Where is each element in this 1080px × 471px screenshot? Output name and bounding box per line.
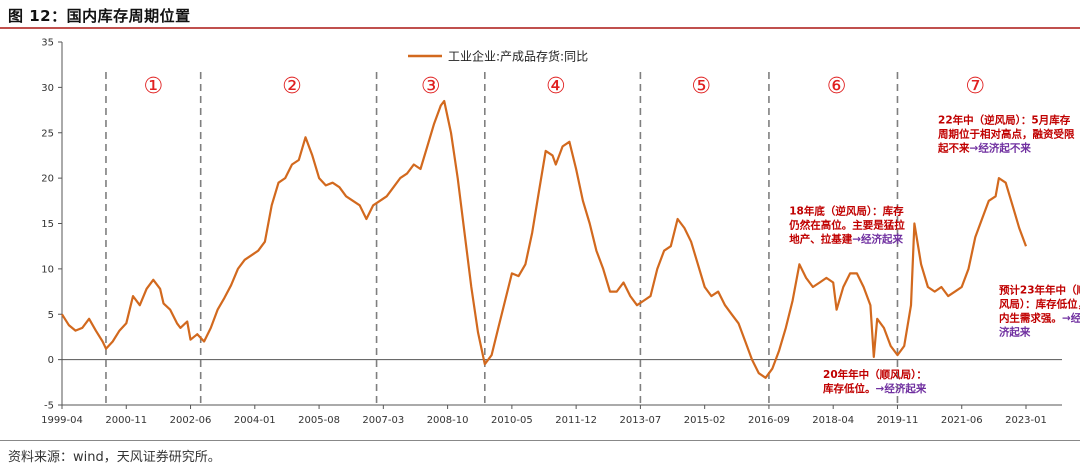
y-tick-label: 25 (41, 128, 54, 139)
annotation-segment: 库存低位。 (823, 382, 876, 395)
x-tick-label: 2008-10 (427, 415, 469, 426)
x-tick-label: 2015-02 (684, 415, 726, 426)
y-tick-label: 15 (41, 219, 54, 230)
y-tick-label: 10 (41, 264, 54, 275)
x-tick-label: 2000-11 (105, 415, 147, 426)
annotation-segment: 22年中（逆风局）：5月库存 (938, 114, 1071, 127)
x-tick-label: 1999-04 (41, 415, 83, 426)
x-tick-label: 2013-07 (620, 415, 662, 426)
inventory-cycle-chart: -5 0 5 10 15 20 25 30 35 1999-04 2000-11 2002-06 200… (41, 38, 1080, 427)
x-tick-label: 2016-09 (748, 415, 790, 426)
x-tick-label: 2019-11 (877, 415, 919, 426)
annotation: 20年年中（顺风局）：库存低位。→经济起来 (823, 368, 927, 395)
annotation-segment: 济起来 (999, 325, 1031, 338)
annotation-segment: →经济起来 (852, 232, 903, 245)
x-tick-label: 2018-04 (812, 415, 854, 426)
x-tick-label: 2004-01 (234, 415, 276, 426)
phase-label: ⑥ (827, 74, 847, 99)
phase-label: ④ (546, 74, 566, 99)
x-tick-label: 2005-08 (298, 415, 340, 426)
y-tick-label: 35 (41, 38, 54, 49)
annotation-segment: →经 (1062, 311, 1080, 324)
x-tick-label: 2011-12 (555, 415, 597, 426)
y-tick-label: 30 (41, 83, 54, 94)
title-rule (0, 27, 1080, 29)
annotation: 22年中（逆风局）：5月库存周期位于相对高点，融资受限起不来→经济起不来 (937, 114, 1075, 155)
phase-label: ⑦ (965, 74, 985, 99)
x-tick-label: 2021-06 (941, 415, 983, 426)
phase-label: ② (282, 74, 302, 99)
phase-label: ① (143, 74, 163, 99)
legend-label: 工业企业:产成品存货:同比 (448, 49, 588, 64)
series-line (61, 99, 1028, 379)
y-tick-label: 20 (41, 174, 54, 185)
annotation-segment: 起不来 (937, 142, 970, 155)
phase-label: ③ (421, 74, 441, 99)
annotation-segment: 风局）：库存低位， (999, 297, 1080, 310)
phase-label: ⑤ (691, 74, 711, 99)
y-tick-label: -5 (44, 401, 54, 412)
figure-title: 图 12：国内库存周期位置 (8, 7, 191, 25)
annotation: 18年底（逆风局）：库存仍然在高位。主要是猛拉地产、拉基建→经济起来 (788, 204, 905, 245)
y-tick-label: 5 (48, 310, 54, 321)
source-note: 资料来源：wind，天风证券研究所。 (8, 450, 221, 465)
footer-rule (0, 440, 1080, 441)
annotation-segment: 地产、拉基建 (789, 232, 852, 245)
annotation-segment: 内生需求强。 (999, 311, 1062, 324)
annotation-segment: 18年底（逆风局）：库存 (789, 204, 904, 217)
x-tick-label: 2002-06 (170, 415, 212, 426)
x-tick-label: 2007-03 (362, 415, 404, 426)
annotation-segment: 20年年中（顺风局）： (823, 368, 927, 381)
x-tick-label: 2010-05 (491, 415, 533, 426)
annotation: 预计23年年中（顺风局）：库存低位，内生需求强。→经济起来 (999, 283, 1080, 338)
annotation-segment: →经济起来 (876, 382, 927, 395)
annotation-segment: 仍然在高位。主要是猛拉 (788, 218, 905, 231)
annotation-segment: 预计23年年中（顺 (999, 283, 1080, 296)
x-tick-label: 2023-01 (1005, 415, 1047, 426)
annotation-segment: →经济起不来 (970, 142, 1032, 155)
y-tick-label: 0 (48, 355, 54, 366)
annotation-segment: 周期位于相对高点，融资受限 (938, 128, 1075, 141)
